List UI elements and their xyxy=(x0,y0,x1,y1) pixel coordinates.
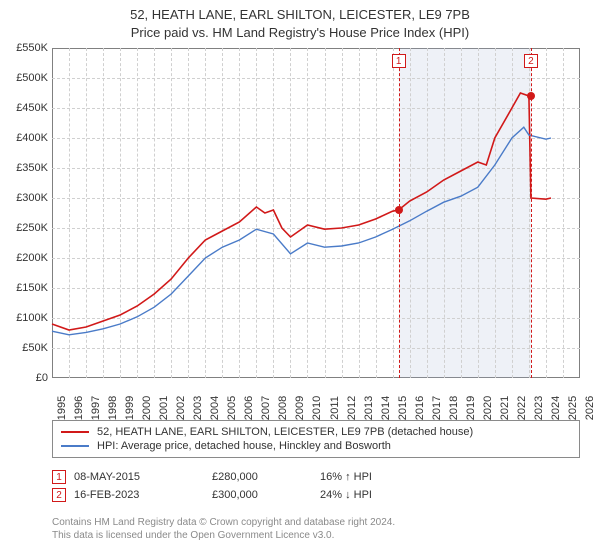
x-axis-label: 2006 xyxy=(239,396,255,420)
y-axis-label: £300K xyxy=(16,192,52,204)
x-axis-label: 2021 xyxy=(495,396,511,420)
x-axis-label: 1996 xyxy=(69,396,85,420)
legend-row-0: 52, HEATH LANE, EARL SHILTON, LEICESTER,… xyxy=(61,425,571,439)
x-axis-label: 2015 xyxy=(393,396,409,420)
x-axis-label: 2020 xyxy=(478,396,494,420)
x-axis-label: 1995 xyxy=(52,396,68,420)
x-axis-label: 2019 xyxy=(461,396,477,420)
x-axis-label: 2025 xyxy=(563,396,579,420)
footnote-line1: Contains HM Land Registry data © Crown c… xyxy=(52,516,580,529)
x-axis-label: 2002 xyxy=(171,396,187,420)
x-axis-label: 2017 xyxy=(427,396,443,420)
x-axis-label: 2007 xyxy=(256,396,272,420)
legend-swatch-1 xyxy=(61,445,89,447)
y-axis-label: £250K xyxy=(16,222,52,234)
event-price-1: £300,000 xyxy=(212,489,312,501)
x-axis-label: 2008 xyxy=(273,396,289,420)
y-axis-label: £0 xyxy=(36,372,52,384)
x-axis-label: 2014 xyxy=(376,396,392,420)
y-axis-label: £150K xyxy=(16,282,52,294)
event-delta-1: 24% ↓ HPI xyxy=(320,489,580,501)
x-axis-label: 2009 xyxy=(290,396,306,420)
y-axis-label: £550K xyxy=(16,42,52,54)
x-axis-label: 2003 xyxy=(188,396,204,420)
chart-area: £0£50K£100K£150K£200K£250K£300K£350K£400… xyxy=(52,48,580,378)
x-axis-label: 2026 xyxy=(580,396,596,420)
y-axis-label: £450K xyxy=(16,102,52,114)
series-price_paid xyxy=(52,93,551,330)
y-axis-label: £100K xyxy=(16,312,52,324)
legend-swatch-0 xyxy=(61,431,89,433)
footnote: Contains HM Land Registry data © Crown c… xyxy=(52,516,580,542)
legend-box: 52, HEATH LANE, EARL SHILTON, LEICESTER,… xyxy=(52,420,580,458)
x-axis-label: 1998 xyxy=(103,396,119,420)
x-axis-label: 2001 xyxy=(154,396,170,420)
x-axis-label: 2022 xyxy=(512,396,528,420)
chart-title-block: 52, HEATH LANE, EARL SHILTON, LEICESTER,… xyxy=(0,0,600,41)
x-axis-label: 1999 xyxy=(120,396,136,420)
event-row-1: 2 16-FEB-2023 £300,000 24% ↓ HPI xyxy=(52,486,580,504)
x-axis-label: 2010 xyxy=(307,396,323,420)
x-axis-label: 2000 xyxy=(137,396,153,420)
chart-title-line1: 52, HEATH LANE, EARL SHILTON, LEICESTER,… xyxy=(0,6,600,24)
event-delta-0: 16% ↑ HPI xyxy=(320,471,580,483)
x-axis-label: 2011 xyxy=(325,396,341,420)
event-price-0: £280,000 xyxy=(212,471,312,483)
event-date-0: 08-MAY-2015 xyxy=(74,471,204,483)
event-row-0: 1 08-MAY-2015 £280,000 16% ↑ HPI xyxy=(52,468,580,486)
legend-label-0: 52, HEATH LANE, EARL SHILTON, LEICESTER,… xyxy=(97,426,473,438)
legend-row-1: HPI: Average price, detached house, Hinc… xyxy=(61,439,571,453)
event-date-1: 16-FEB-2023 xyxy=(74,489,204,501)
x-axis-label: 2016 xyxy=(410,396,426,420)
events-block: 1 08-MAY-2015 £280,000 16% ↑ HPI 2 16-FE… xyxy=(52,468,580,504)
sale-marker-badge-1: 1 xyxy=(392,54,406,68)
chart-title-line2: Price paid vs. HM Land Registry's House … xyxy=(0,24,600,42)
y-axis-label: £400K xyxy=(16,132,52,144)
x-axis-label: 2024 xyxy=(546,396,562,420)
sale-dot-1 xyxy=(395,206,403,214)
sale-marker-badge-2: 2 xyxy=(524,54,538,68)
x-axis-label: 2013 xyxy=(359,396,375,420)
y-axis-label: £350K xyxy=(16,162,52,174)
y-axis-label: £500K xyxy=(16,72,52,84)
x-axis-label: 2012 xyxy=(342,396,358,420)
series-hpi xyxy=(52,127,551,335)
sale-dot-2 xyxy=(527,92,535,100)
x-axis-label: 2023 xyxy=(529,396,545,420)
footnote-line2: This data is licensed under the Open Gov… xyxy=(52,529,580,542)
x-axis-label: 2018 xyxy=(444,396,460,420)
x-axis-label: 1997 xyxy=(86,396,102,420)
y-axis-label: £50K xyxy=(22,342,52,354)
legend-label-1: HPI: Average price, detached house, Hinc… xyxy=(97,440,391,452)
line-series-svg xyxy=(52,48,580,378)
event-badge-0: 1 xyxy=(52,470,66,484)
x-axis-label: 2004 xyxy=(205,396,221,420)
event-badge-1: 2 xyxy=(52,488,66,502)
x-axis-label: 2005 xyxy=(222,396,238,420)
y-axis-label: £200K xyxy=(16,252,52,264)
